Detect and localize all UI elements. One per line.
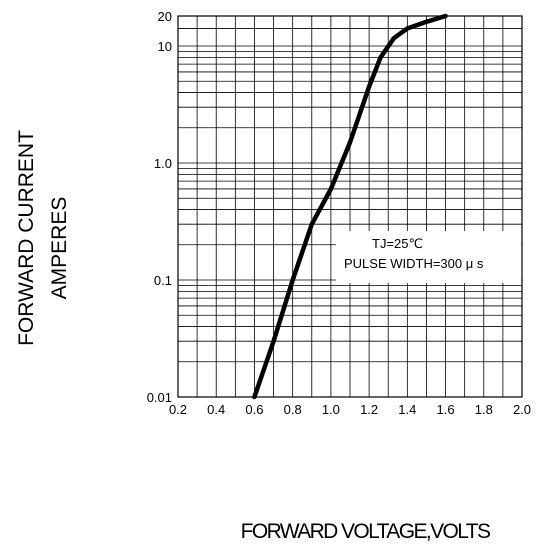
x-tick-label: 1.6 <box>437 402 455 417</box>
y-axis-title-line2: AMPERES <box>48 196 71 300</box>
x-axis-title: FORWARD VOLTAGE,VOLTS <box>240 520 491 543</box>
series-line <box>252 13 448 400</box>
y-axis-title-line1: FORWARD CURRENT <box>15 130 38 346</box>
x-tick-label: 1.8 <box>475 402 493 417</box>
x-tick-label: 0.4 <box>207 402 225 417</box>
x-tick-label: 0.8 <box>284 402 302 417</box>
grid-lines <box>178 16 522 398</box>
y-tick-label: 0.01 <box>147 390 172 405</box>
x-tick-label: 1.4 <box>398 402 416 417</box>
y-tick-labels: 0.01 0.1 1.0 10 20 <box>147 9 172 405</box>
x-tick-label: 0.2 <box>169 402 187 417</box>
plot-frame <box>177 15 523 398</box>
annotation-box <box>336 231 521 283</box>
y-tick-label: 0.1 <box>154 273 172 288</box>
x-tick-label: 1.0 <box>322 402 340 417</box>
series-points <box>254 15 446 398</box>
y-tick-label: 10 <box>158 39 172 54</box>
x-tick-label: 0.6 <box>245 402 263 417</box>
annotation-temperature: TJ=25℃ <box>372 236 424 251</box>
x-tick-labels: 0.2 0.4 0.6 0.8 1.0 1.2 1.4 1.6 1.8 2.0 <box>169 402 531 417</box>
y-tick-label: 1.0 <box>154 156 172 171</box>
y-tick-label: 20 <box>158 9 172 24</box>
annotation-pulse-width: PULSE WIDTH=300 μ s <box>344 256 484 271</box>
x-tick-label: 1.2 <box>360 402 378 417</box>
x-tick-label: 2.0 <box>513 402 531 417</box>
